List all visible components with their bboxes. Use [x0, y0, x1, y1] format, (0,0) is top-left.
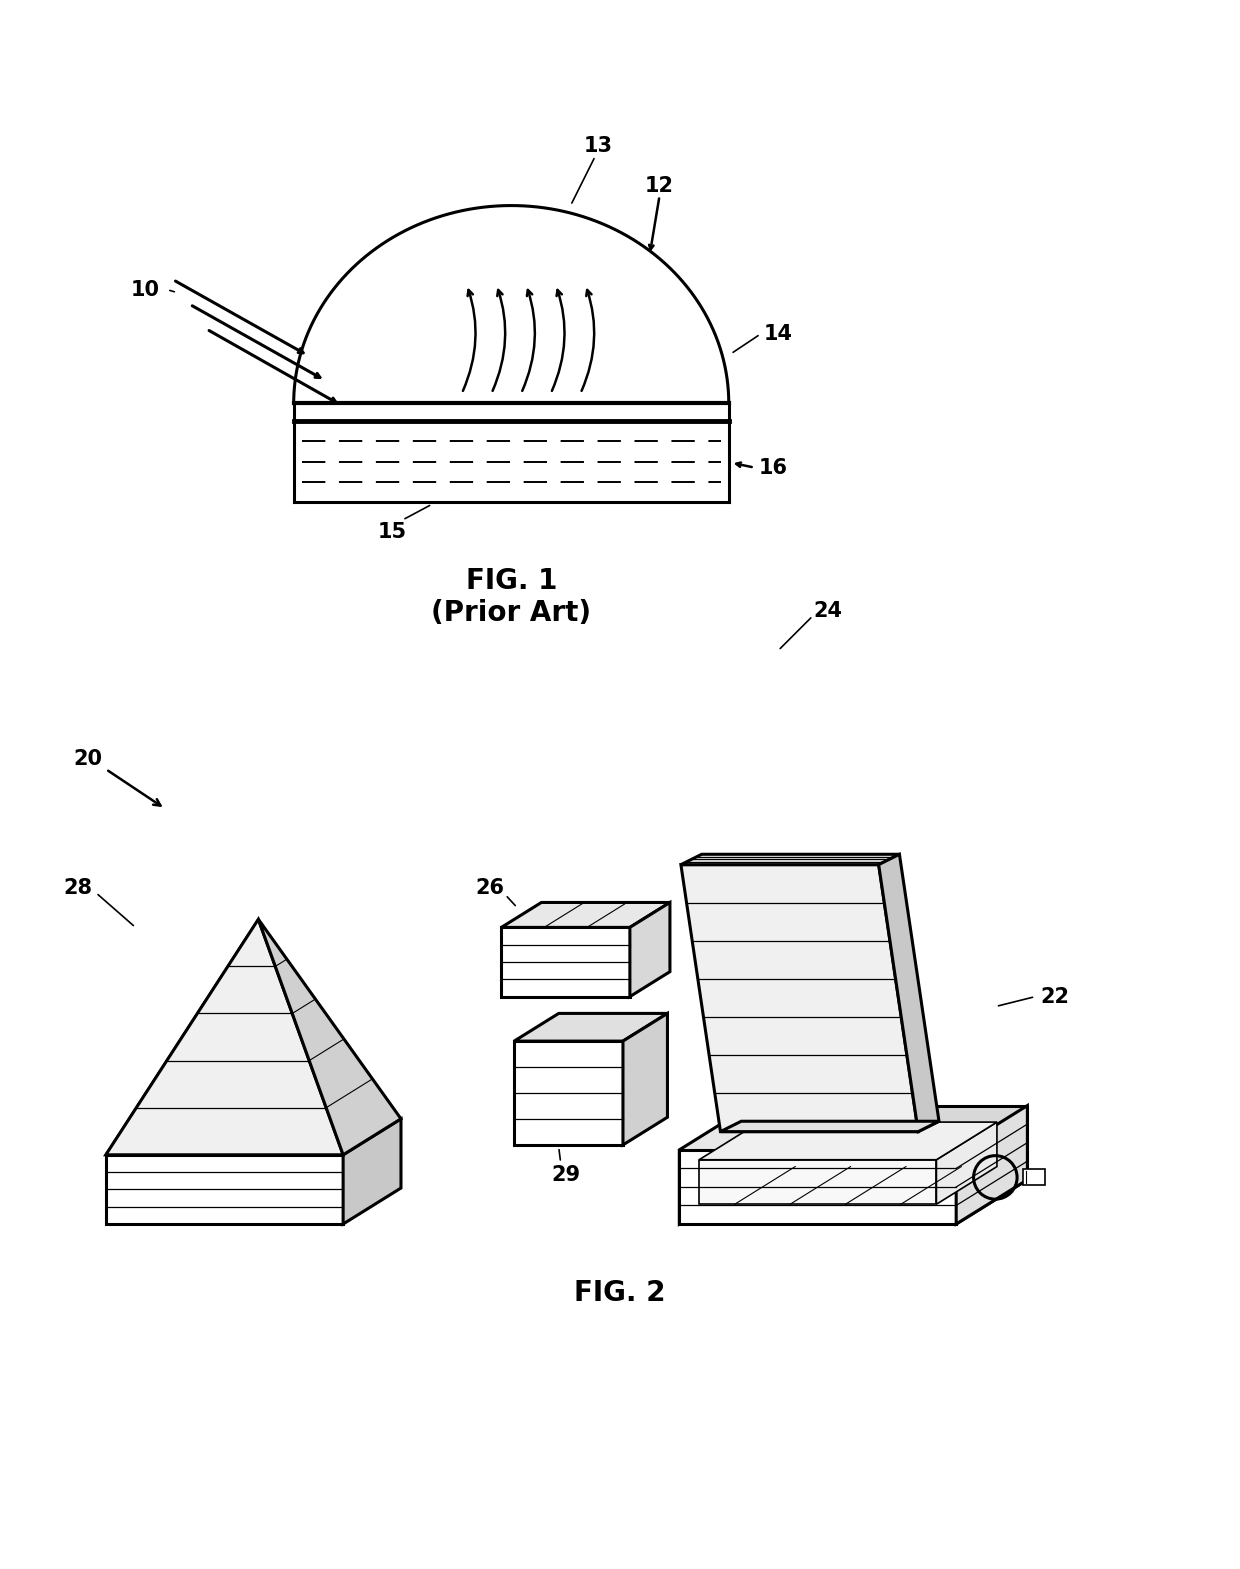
Polygon shape [501, 902, 670, 927]
Polygon shape [681, 865, 919, 1131]
Polygon shape [515, 1042, 622, 1145]
Polygon shape [699, 1159, 936, 1205]
Polygon shape [750, 1106, 1028, 1180]
Polygon shape [630, 902, 670, 996]
Text: 26: 26 [475, 877, 503, 897]
Polygon shape [105, 1155, 343, 1224]
Text: FIG. 1: FIG. 1 [465, 568, 557, 595]
Text: 16: 16 [759, 458, 787, 477]
Polygon shape [105, 919, 343, 1155]
Polygon shape [501, 927, 630, 996]
Text: 29: 29 [551, 1164, 580, 1185]
Polygon shape [680, 1150, 956, 1224]
Polygon shape [515, 1014, 667, 1042]
Polygon shape [720, 1122, 939, 1131]
Polygon shape [105, 919, 258, 1155]
Text: 14: 14 [764, 325, 792, 344]
Polygon shape [622, 1014, 667, 1145]
Polygon shape [681, 854, 899, 865]
Polygon shape [879, 854, 939, 1131]
Text: 15: 15 [378, 522, 407, 541]
Text: 10: 10 [131, 279, 160, 300]
Polygon shape [680, 1180, 1028, 1224]
Text: (Prior Art): (Prior Art) [432, 599, 591, 628]
Text: 28: 28 [63, 877, 93, 897]
Polygon shape [343, 1119, 401, 1224]
Text: 22: 22 [1040, 987, 1070, 1007]
Polygon shape [936, 1122, 997, 1205]
Bar [1023, 1169, 1045, 1185]
Text: 24: 24 [813, 601, 842, 621]
Polygon shape [105, 1119, 401, 1155]
Text: 20: 20 [73, 750, 103, 769]
Text: 12: 12 [645, 176, 675, 196]
Polygon shape [956, 1106, 1028, 1224]
Polygon shape [680, 1106, 750, 1224]
Polygon shape [258, 919, 401, 1155]
Polygon shape [699, 1122, 997, 1159]
Text: 13: 13 [584, 137, 613, 157]
Text: FIG. 2: FIG. 2 [574, 1279, 666, 1307]
